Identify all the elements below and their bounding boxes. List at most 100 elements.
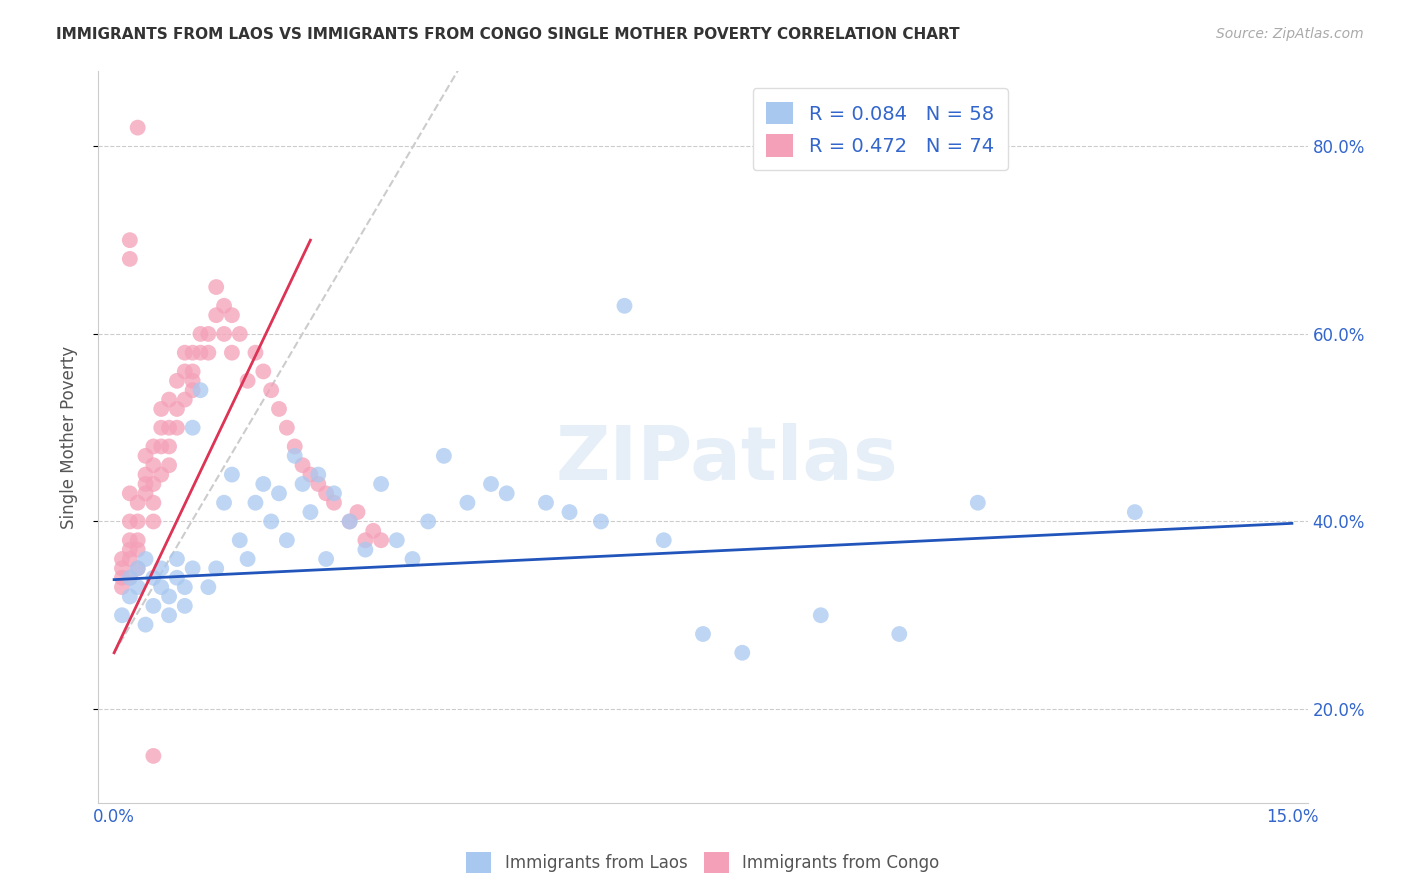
Point (291, 458, 314, 473)
Point (150, 440, 173, 454)
Point (731, 646, 754, 660)
Point (127, 515, 149, 529)
Point (142, 599, 165, 613)
Point (276, 533, 298, 548)
Text: ZIPatlas: ZIPatlas (555, 423, 898, 496)
Point (118, 542, 141, 557)
Point (229, 326, 252, 341)
Point (135, 477, 157, 491)
Point (157, 392, 180, 407)
Point (142, 571, 165, 585)
Point (323, 496, 346, 510)
Point (589, 515, 612, 529)
Point (118, 571, 141, 585)
Point (315, 552, 337, 566)
Point (197, 326, 219, 341)
Point (173, 345, 195, 359)
Point (252, 364, 274, 378)
Point (166, 571, 188, 585)
Point (166, 420, 188, 434)
Point (142, 496, 165, 510)
Point (197, 345, 219, 359)
Point (212, 326, 235, 341)
Point (418, 515, 440, 529)
Point (150, 467, 173, 482)
Point (236, 374, 259, 388)
Point (118, 233, 141, 247)
Point (212, 299, 235, 313)
Point (127, 496, 149, 510)
Point (1123, 505, 1146, 519)
Point (166, 552, 188, 566)
Point (456, 496, 478, 510)
Point (370, 533, 392, 548)
Point (346, 505, 368, 519)
Point (299, 505, 322, 519)
Point (315, 486, 337, 500)
Point (260, 515, 283, 529)
Point (135, 449, 157, 463)
Legend: R = 0.084   N = 58, R = 0.472   N = 74: R = 0.084 N = 58, R = 0.472 N = 74 (752, 88, 1008, 170)
Point (370, 477, 392, 491)
Point (267, 486, 290, 500)
Point (142, 748, 165, 763)
Point (205, 308, 228, 322)
Point (692, 627, 714, 641)
Text: Source: ZipAtlas.com: Source: ZipAtlas.com (1216, 27, 1364, 41)
Point (810, 608, 832, 623)
Point (245, 345, 267, 359)
Point (307, 467, 329, 482)
Point (221, 308, 243, 322)
Point (190, 345, 212, 359)
Point (118, 571, 141, 585)
Point (111, 552, 134, 566)
Point (385, 533, 408, 548)
Point (229, 533, 252, 548)
Text: IMMIGRANTS FROM LAOS VS IMMIGRANTS FROM CONGO SINGLE MOTHER POVERTY CORRELATION : IMMIGRANTS FROM LAOS VS IMMIGRANTS FROM … (56, 27, 960, 42)
Point (166, 401, 188, 416)
Point (135, 486, 157, 500)
Legend: Immigrants from Laos, Immigrants from Congo: Immigrants from Laos, Immigrants from Co… (460, 846, 946, 880)
Point (339, 515, 361, 529)
Point (118, 486, 141, 500)
Point (127, 561, 149, 575)
Point (118, 252, 141, 266)
Point (245, 496, 267, 510)
Point (118, 552, 141, 566)
Point (284, 449, 307, 463)
Point (291, 477, 314, 491)
Point (433, 449, 456, 463)
Point (135, 617, 157, 632)
Point (118, 590, 141, 604)
Point (181, 383, 204, 397)
Point (190, 383, 212, 397)
Point (142, 477, 165, 491)
Point (181, 420, 204, 434)
Point (111, 561, 134, 575)
Point (118, 533, 141, 548)
Point (299, 467, 322, 482)
Point (252, 477, 274, 491)
Point (142, 515, 165, 529)
Point (127, 533, 149, 548)
Point (361, 524, 384, 538)
Point (190, 326, 212, 341)
Point (236, 552, 259, 566)
Point (479, 477, 502, 491)
Point (135, 467, 157, 482)
Point (142, 458, 165, 473)
Point (212, 496, 235, 510)
Point (111, 580, 134, 594)
Point (127, 561, 149, 575)
Point (276, 420, 298, 434)
Point (127, 542, 149, 557)
Point (166, 374, 188, 388)
Point (181, 561, 204, 575)
Point (205, 280, 228, 294)
Point (181, 345, 204, 359)
Point (401, 552, 423, 566)
Point (173, 364, 195, 378)
Point (150, 580, 173, 594)
Point (307, 477, 329, 491)
Point (157, 440, 180, 454)
